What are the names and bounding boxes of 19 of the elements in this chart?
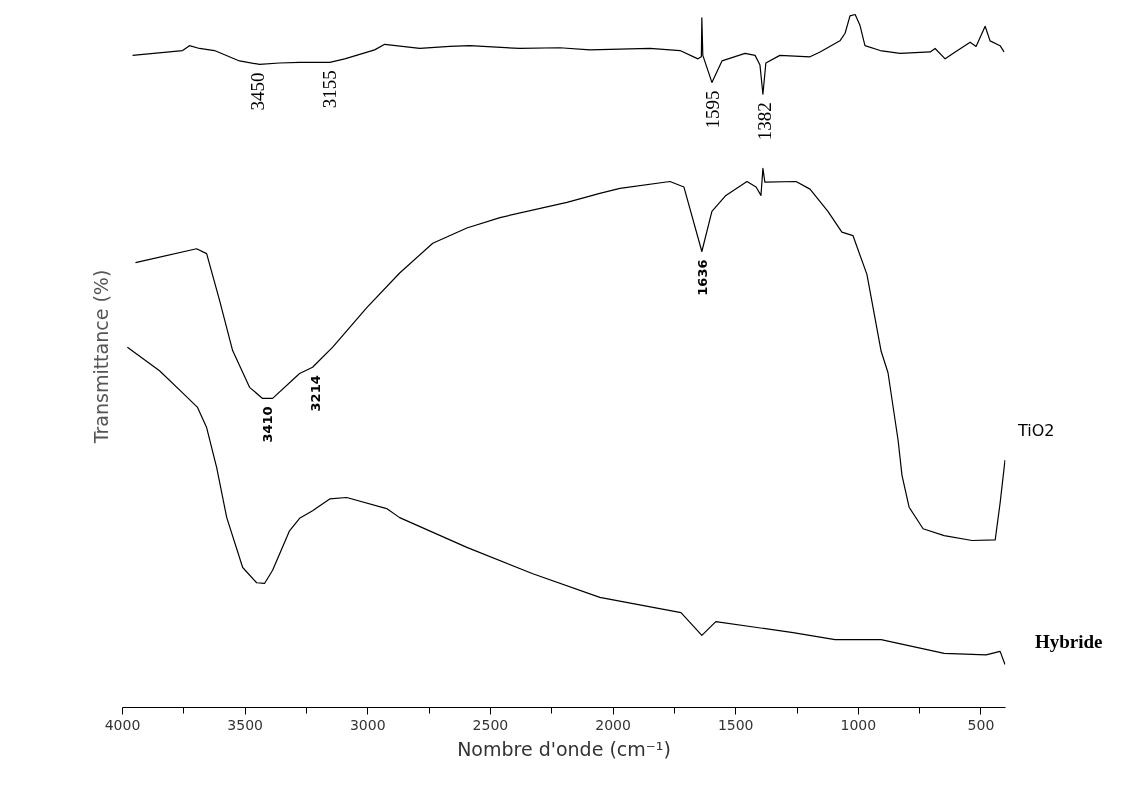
x-tick-label: 1500 — [717, 716, 754, 733]
annotation: 3214 — [307, 375, 323, 412]
x-tick-label: 500 — [967, 716, 995, 733]
x-axis-title: Nombre d'onde (cm⁻¹) — [457, 737, 671, 760]
annotation: 3410 — [259, 406, 275, 443]
annotation: 1595 — [701, 90, 723, 129]
series-label: TiO2 — [1018, 420, 1055, 442]
series-label: Hybride — [1035, 630, 1103, 654]
annotation: 1636 — [694, 259, 710, 296]
x-tick-label: 3500 — [227, 716, 263, 733]
x-tick-label: 3000 — [349, 716, 386, 733]
y-axis-title: Transmittance (%) — [89, 269, 112, 445]
x-tick-label: 4000 — [104, 716, 141, 733]
annotation: 1382 — [754, 102, 776, 141]
annotation: 3155 — [319, 70, 341, 109]
x-tick-label: 2500 — [472, 716, 509, 733]
annotation: 3450 — [246, 72, 268, 111]
x-tick-label: 2000 — [595, 716, 631, 733]
x-tick-label: 1000 — [840, 716, 877, 733]
